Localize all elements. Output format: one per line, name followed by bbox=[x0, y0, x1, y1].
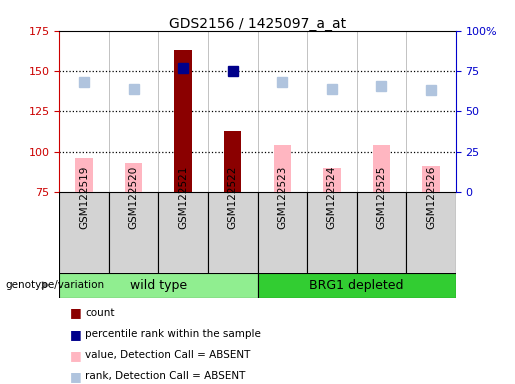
Bar bbox=[307, 192, 356, 275]
Text: GSM122523: GSM122523 bbox=[277, 166, 287, 229]
Bar bbox=[125, 163, 142, 192]
Text: GDS2156 / 1425097_a_at: GDS2156 / 1425097_a_at bbox=[169, 17, 346, 31]
Text: value, Detection Call = ABSENT: value, Detection Call = ABSENT bbox=[85, 350, 250, 360]
Text: percentile rank within the sample: percentile rank within the sample bbox=[85, 329, 261, 339]
Bar bbox=[323, 168, 340, 192]
Bar bbox=[224, 131, 242, 192]
Text: rank, Detection Call = ABSENT: rank, Detection Call = ABSENT bbox=[85, 371, 245, 381]
Bar bbox=[175, 50, 192, 192]
Text: ■: ■ bbox=[70, 328, 81, 341]
Text: ■: ■ bbox=[70, 370, 81, 383]
Text: ■: ■ bbox=[70, 306, 81, 319]
Bar bbox=[159, 192, 208, 275]
Text: GSM122521: GSM122521 bbox=[178, 166, 188, 229]
Text: GSM122519: GSM122519 bbox=[79, 166, 89, 229]
Text: GSM122525: GSM122525 bbox=[376, 166, 386, 229]
Text: GSM122520: GSM122520 bbox=[129, 166, 139, 229]
Bar bbox=[273, 145, 291, 192]
Text: GSM122524: GSM122524 bbox=[327, 166, 337, 229]
Bar bbox=[406, 192, 456, 275]
Bar bbox=[59, 273, 258, 298]
Bar bbox=[109, 192, 159, 275]
Bar bbox=[258, 273, 456, 298]
Bar bbox=[258, 192, 307, 275]
Text: count: count bbox=[85, 308, 114, 318]
Bar bbox=[59, 192, 109, 275]
Bar bbox=[356, 192, 406, 275]
Text: GSM122526: GSM122526 bbox=[426, 166, 436, 229]
Bar bbox=[75, 158, 93, 192]
Text: GSM122522: GSM122522 bbox=[228, 166, 238, 229]
Bar bbox=[422, 166, 440, 192]
Text: BRG1 depleted: BRG1 depleted bbox=[310, 279, 404, 291]
Bar bbox=[208, 192, 258, 275]
Bar bbox=[373, 145, 390, 192]
Text: wild type: wild type bbox=[130, 279, 187, 291]
Text: ■: ■ bbox=[70, 349, 81, 362]
Text: genotype/variation: genotype/variation bbox=[5, 280, 104, 290]
